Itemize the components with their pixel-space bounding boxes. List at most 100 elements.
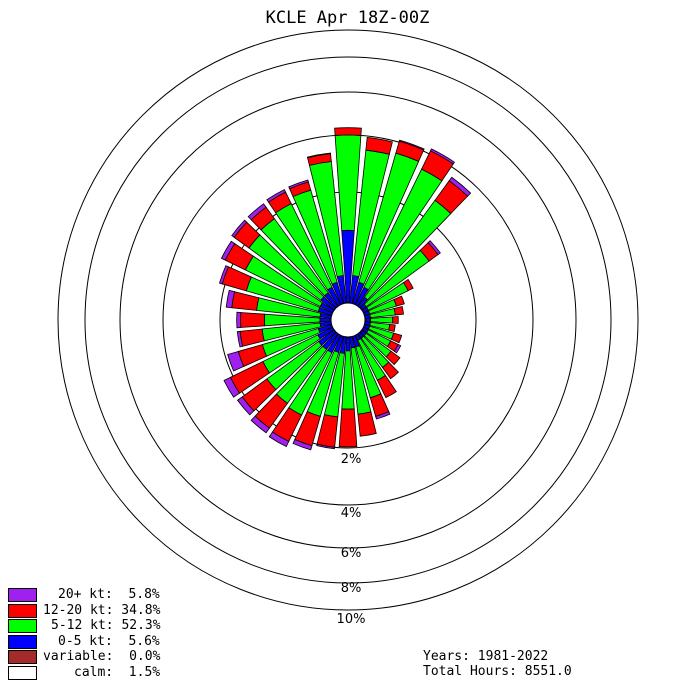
bar-segment-210-3 bbox=[268, 431, 290, 448]
bar-dir-220 bbox=[250, 331, 339, 434]
chart-title: KCLE Apr 18Z-00Z bbox=[265, 8, 430, 28]
bar-dir-0 bbox=[334, 127, 362, 304]
bar-segment-10-2 bbox=[365, 136, 393, 155]
ring-label-10: 10% bbox=[336, 612, 366, 627]
bar-dir-160 bbox=[352, 335, 391, 420]
bar-segment-100-2 bbox=[388, 323, 396, 332]
bar-dir-290 bbox=[218, 265, 333, 316]
legend-swatch-5-12 bbox=[8, 619, 37, 634]
bar-segment-140-2 bbox=[381, 361, 399, 380]
bar-dir-250 bbox=[227, 324, 333, 372]
total-hours-text: Total Hours: 8551.0 bbox=[423, 664, 572, 679]
bar-dir-10 bbox=[349, 136, 393, 304]
legend-label-calm: calm: 1.5% bbox=[74, 664, 161, 680]
bar-segment-180-2 bbox=[338, 408, 358, 448]
bar-segment-150-2 bbox=[376, 374, 397, 399]
legend-swatch-variable bbox=[8, 650, 37, 665]
bar-dir-340 bbox=[288, 179, 344, 305]
bar-segment-0-2 bbox=[334, 127, 362, 136]
bar-segment-0-1 bbox=[334, 134, 362, 231]
legend-swatch-0-5 bbox=[8, 634, 37, 649]
bar-dir-190 bbox=[316, 336, 347, 450]
bar-segment-110-2 bbox=[390, 332, 403, 344]
calm-circle bbox=[330, 302, 366, 338]
legend-label-20plus: 20+ kt: 5.8% bbox=[58, 587, 160, 602]
bar-segment-220-3 bbox=[250, 415, 270, 434]
bar-dir-270 bbox=[236, 311, 332, 329]
ring-label-4: 4% bbox=[340, 506, 362, 521]
bar-segment-250-3 bbox=[227, 350, 245, 372]
bar-segment-350-3 bbox=[306, 152, 331, 159]
bar-dir-60 bbox=[361, 278, 414, 314]
bar-dir-240 bbox=[223, 326, 335, 398]
bar-segment-40-3 bbox=[448, 176, 472, 197]
bar-segment-190-3 bbox=[316, 443, 336, 450]
bar-segment-180-0 bbox=[345, 336, 351, 352]
bar-dir-260 bbox=[236, 321, 332, 348]
bar-dir-150 bbox=[354, 333, 397, 399]
bar-dir-120 bbox=[361, 326, 402, 354]
bar-segment-90-1 bbox=[370, 316, 394, 324]
bar-segment-270-3 bbox=[236, 311, 242, 329]
ring-label-2: 2% bbox=[340, 452, 362, 467]
bar-dir-230 bbox=[236, 329, 337, 416]
bar-segment-90-2 bbox=[392, 316, 399, 324]
bar-segment-80-2 bbox=[393, 306, 404, 316]
bar-segment-120-3 bbox=[393, 343, 402, 354]
bar-segment-20-3 bbox=[398, 139, 425, 151]
bar-segment-330-3 bbox=[266, 189, 287, 203]
bar-segment-200-3 bbox=[292, 439, 313, 451]
bar-dir-350 bbox=[306, 152, 347, 304]
bar-dir-90 bbox=[364, 316, 399, 324]
bar-dir-300 bbox=[220, 240, 335, 314]
bar-segment-170-2 bbox=[357, 411, 377, 437]
years-text: Years: 1981-2022 bbox=[423, 649, 549, 664]
bar-dir-130 bbox=[359, 329, 401, 366]
wind-bars bbox=[218, 127, 472, 451]
bar-dir-330 bbox=[266, 189, 342, 307]
bar-segment-160-3 bbox=[375, 411, 391, 420]
bar-dir-140 bbox=[357, 331, 399, 380]
legend-label-variable: variable: 0.0% bbox=[43, 649, 161, 665]
bar-segment-130-2 bbox=[385, 350, 401, 366]
bar-segment-280-3 bbox=[225, 289, 236, 309]
bar-segment-190-2 bbox=[316, 414, 339, 448]
bar-segment-50-3 bbox=[427, 240, 441, 256]
bar-dir-210 bbox=[268, 333, 342, 448]
bar-dir-110 bbox=[363, 324, 403, 344]
bar-segment-290-3 bbox=[218, 265, 229, 285]
bar-segment-60-2 bbox=[402, 278, 414, 292]
bar-dir-30 bbox=[354, 148, 456, 307]
bar-dir-280 bbox=[225, 289, 332, 319]
bar-dir-70 bbox=[363, 295, 405, 316]
ring-label-8: 8% bbox=[340, 581, 362, 596]
legend-label-12-20: 12-20 kt: 34.8% bbox=[43, 602, 161, 618]
legend-swatch-20plus bbox=[8, 588, 37, 602]
bar-segment-310-3 bbox=[231, 219, 248, 238]
ring-6 bbox=[119, 91, 577, 549]
bar-segment-270-0 bbox=[319, 317, 332, 323]
bar-segment-90-0 bbox=[364, 318, 371, 322]
bar-segment-340-3 bbox=[288, 179, 309, 190]
legend-label-5-12: 5-12 kt: 52.3% bbox=[51, 618, 161, 634]
legend-label-0-5: 0-5 kt: 5.6% bbox=[58, 633, 160, 649]
bar-segment-280-2 bbox=[231, 291, 260, 311]
bar-dir-180 bbox=[338, 336, 358, 448]
ring-8 bbox=[84, 56, 612, 584]
legend-swatch-12-20 bbox=[8, 603, 37, 618]
bar-dir-200 bbox=[292, 335, 344, 451]
bar-segment-30-3 bbox=[429, 148, 456, 165]
bar-segment-230-3 bbox=[236, 396, 255, 416]
bar-segment-260-3 bbox=[236, 330, 244, 348]
bar-segment-300-3 bbox=[220, 240, 236, 261]
bar-dir-320 bbox=[247, 203, 339, 309]
bar-segment-260-2 bbox=[239, 328, 265, 347]
ring-label-6: 6% bbox=[340, 546, 362, 561]
bar-segment-240-3 bbox=[223, 376, 241, 398]
info-block: Years: 1981-2022 Total Hours: 8551.0 bbox=[423, 649, 572, 679]
bar-segment-320-3 bbox=[247, 203, 267, 221]
bar-segment-70-2 bbox=[393, 295, 405, 307]
ring-10 bbox=[57, 29, 639, 611]
bar-segment-270-2 bbox=[240, 312, 266, 328]
